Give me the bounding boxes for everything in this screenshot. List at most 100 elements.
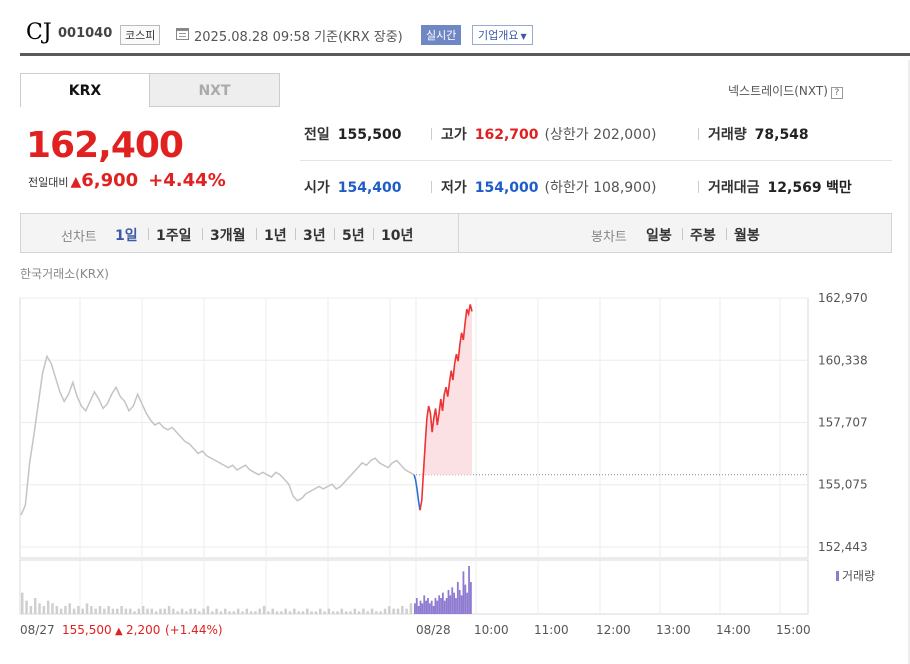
prev-change-label: 2,200 xyxy=(126,623,160,637)
nextrade-link[interactable]: 넥스트레이드(NXT)? xyxy=(728,82,843,99)
volume-bar xyxy=(154,611,158,614)
volume-bar xyxy=(419,600,422,614)
volume-bar xyxy=(470,582,472,614)
volume-bar xyxy=(460,595,463,614)
prev-close-cell: 전일 155,500 xyxy=(304,124,402,144)
up-arrow-icon: ▲ xyxy=(115,626,123,637)
volume-bar xyxy=(254,611,257,614)
volume-bar xyxy=(388,606,391,614)
volume-bar xyxy=(383,608,387,614)
volume-bar xyxy=(438,595,441,614)
up-arrow-icon: ▲ xyxy=(70,174,82,190)
volume-bar xyxy=(236,608,240,614)
volume-bar xyxy=(331,611,335,614)
market-badge: 코스피 xyxy=(120,25,161,45)
volume-bar xyxy=(447,590,450,614)
volume-bar xyxy=(211,611,214,614)
volume-bar xyxy=(396,608,400,614)
volume-bar xyxy=(81,608,84,614)
x-tick-label: 10:00 xyxy=(474,623,509,637)
volume-bar xyxy=(392,608,395,614)
stock-code: 001040 xyxy=(58,26,113,41)
volume-bar xyxy=(120,606,123,614)
candle-weekly[interactable]: 주봉 xyxy=(690,228,716,244)
diff-value: 6,900 xyxy=(81,170,139,191)
candle-daily[interactable]: 일봉 xyxy=(646,228,672,244)
period-bar: 선차트 1일 1주일 3개월 1년 3년 5년 10년 봉차트 일봉 주봉 월봉 xyxy=(20,213,892,253)
volume-bar xyxy=(94,608,97,614)
volume-bar xyxy=(425,600,427,614)
period-10y[interactable]: 10년 xyxy=(381,228,414,244)
realtime-badge[interactable]: 실시간 xyxy=(421,25,462,45)
volume-bar xyxy=(375,611,378,614)
volume-bar xyxy=(46,600,50,614)
volume-bar xyxy=(267,611,270,614)
volume-bar xyxy=(180,608,184,614)
volume-bar xyxy=(310,611,313,614)
volume-bar xyxy=(85,603,89,614)
volume-bar xyxy=(198,611,201,614)
volume-bar xyxy=(146,608,149,614)
divider xyxy=(148,228,149,240)
volume-bar xyxy=(202,608,205,614)
volume-bar xyxy=(344,611,348,614)
volume-bar xyxy=(442,592,444,614)
help-icon[interactable]: ? xyxy=(830,87,843,99)
volume-bar xyxy=(432,606,435,614)
volume-bar xyxy=(103,608,106,614)
volume-bar xyxy=(189,608,192,614)
volume-bar xyxy=(421,603,424,614)
volume-bar xyxy=(176,611,179,614)
divider xyxy=(682,228,683,240)
chart-source: 한국거래소(KRX) xyxy=(20,267,109,281)
volume-bar xyxy=(172,608,175,614)
period-1y[interactable]: 1년 xyxy=(264,228,287,244)
high-price: 162,700 xyxy=(474,127,539,143)
volume-bar xyxy=(443,600,446,614)
company-overview-label: 기업개요 xyxy=(478,29,519,42)
period-5y[interactable]: 5년 xyxy=(342,228,365,244)
x-tick-label: 14:00 xyxy=(716,623,751,637)
volume-bar xyxy=(314,611,318,614)
volume-bar xyxy=(163,608,167,614)
volume-bar xyxy=(357,611,361,614)
company-overview-button[interactable]: 기업개요 ▼ xyxy=(472,25,533,45)
period-3m[interactable]: 3개월 xyxy=(210,228,246,244)
volume-bar xyxy=(241,611,244,614)
volume-bar xyxy=(366,611,369,614)
divider xyxy=(256,228,257,240)
open-cell: 시가 154,400 xyxy=(304,177,402,197)
divider xyxy=(726,228,727,240)
volume-bar xyxy=(215,608,218,614)
period-1w[interactable]: 1주일 xyxy=(156,228,192,244)
lower-label: (하한가 xyxy=(544,180,589,196)
tab-krx[interactable]: KRX xyxy=(20,73,150,107)
basis: 기준(KRX 장중) xyxy=(314,30,403,45)
volume-bar xyxy=(349,611,352,614)
volume-bar xyxy=(456,582,459,614)
volume-bar xyxy=(167,606,171,614)
upper-limit: (상한가 202,000) xyxy=(545,127,657,143)
volume-bar xyxy=(25,600,28,614)
volume-bar xyxy=(449,595,452,614)
volume-bar xyxy=(107,606,110,614)
period-3y[interactable]: 3년 xyxy=(303,228,326,244)
volume-bar xyxy=(430,600,433,614)
volume-bar xyxy=(68,603,72,614)
volume-bar xyxy=(33,598,37,614)
volume-bar xyxy=(275,611,279,614)
volume-bar xyxy=(409,603,413,614)
volume-bar xyxy=(405,608,408,614)
line-chart-label: 선차트 xyxy=(61,230,97,245)
tab-nxt[interactable]: NXT xyxy=(149,73,280,107)
volume-bar xyxy=(159,608,162,614)
volume-bar xyxy=(464,584,467,614)
period-1d[interactable]: 1일 xyxy=(115,228,138,244)
volume-bar xyxy=(55,606,59,614)
candle-monthly[interactable]: 월봉 xyxy=(734,228,760,244)
stock-header: CJ 001040 코스피 2025.08.28 09:58 기준(KRX 장중… xyxy=(20,18,910,56)
volume-bar xyxy=(21,592,24,614)
volume-bar xyxy=(72,608,76,614)
volume-bar xyxy=(124,608,128,614)
